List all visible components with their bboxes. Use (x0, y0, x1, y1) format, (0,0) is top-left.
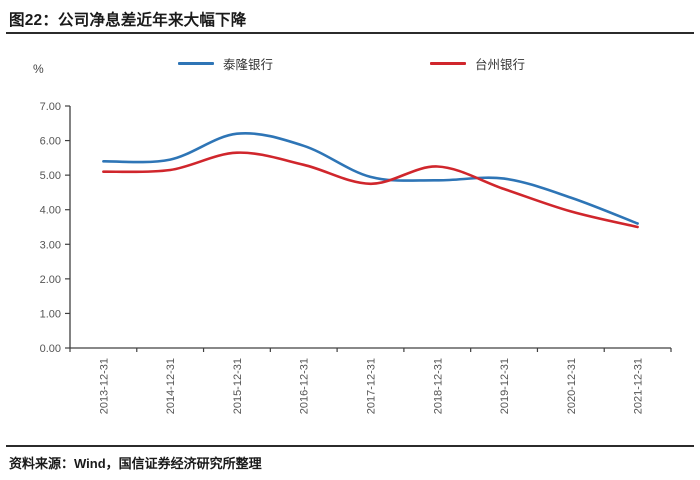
legend-label-taizhou: 台州银行 (475, 57, 526, 72)
x-tick-label: 2016-12-31 (299, 358, 311, 414)
series-line-tailong-bank (102, 131, 639, 225)
y-tick-label: 7.00 (40, 101, 61, 113)
x-tick-label: 2017-12-31 (366, 358, 378, 414)
chart-legend: 泰隆银行 台州银行 (0, 54, 700, 72)
legend-item-tailong-bank: 泰隆银行 (178, 54, 273, 72)
legend-line-swatch-tailong (178, 61, 214, 65)
footer-divider (6, 445, 694, 447)
x-tick-label: 2020-12-31 (566, 358, 578, 414)
y-tick-label: 3.00 (40, 239, 61, 251)
title-divider (6, 32, 694, 34)
y-axis-unit-label: % (33, 62, 44, 76)
y-tick-label: 2.00 (40, 274, 61, 286)
y-tick-label: 5.00 (40, 170, 61, 182)
legend-item-taizhou-bank: 台州银行 (430, 54, 525, 72)
legend-line-swatch-taizhou (430, 61, 466, 65)
source-note: 资料来源：Wind，国信证券经济研究所整理 (9, 456, 262, 471)
y-tick-label: 6.00 (40, 136, 61, 148)
x-tick-label: 2013-12-31 (98, 358, 110, 414)
legend-label-tailong: 泰隆银行 (223, 57, 274, 72)
x-tick-label: 2018-12-31 (432, 358, 444, 414)
y-tick-label: 4.00 (40, 205, 61, 217)
x-tick-label: 2021-12-31 (633, 358, 645, 414)
x-tick-label: 2015-12-31 (232, 358, 244, 414)
y-tick-label: 0.00 (40, 343, 61, 355)
series-line-taizhou-bank (102, 151, 639, 229)
x-tick-label: 2014-12-31 (165, 358, 177, 414)
x-tick-label: 2019-12-31 (499, 358, 511, 414)
figure-title: 图22：公司净息差近年来大幅下降 (9, 12, 247, 29)
y-tick-label: 1.00 (40, 308, 61, 320)
